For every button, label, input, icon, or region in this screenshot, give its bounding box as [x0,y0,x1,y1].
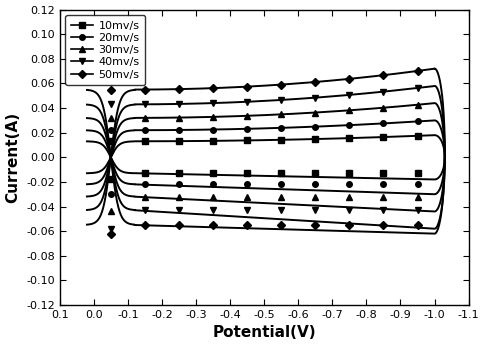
Y-axis label: Current(A): Current(A) [5,112,20,203]
X-axis label: Potential(V): Potential(V) [212,326,316,340]
Legend: 10mv/s, 20mv/s, 30mv/s, 40mv/s, 50mv/s: 10mv/s, 20mv/s, 30mv/s, 40mv/s, 50mv/s [65,15,145,85]
